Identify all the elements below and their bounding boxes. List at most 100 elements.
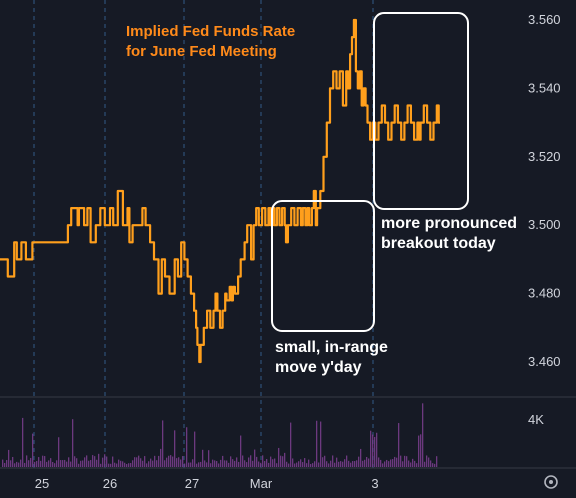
volume-bar	[12, 456, 14, 467]
volume-bar	[360, 448, 362, 467]
volume-bar	[290, 422, 292, 467]
annotation-today: more pronounced breakout today	[381, 215, 518, 252]
volume-bar	[118, 459, 120, 467]
volume-bar	[386, 459, 388, 467]
volume-bar	[196, 463, 198, 467]
volume-bar	[388, 461, 390, 467]
volume-bar	[56, 460, 58, 467]
volume-bar	[36, 461, 38, 467]
volume-bar	[76, 458, 78, 467]
volume-bar	[122, 461, 124, 467]
volume-bar	[130, 463, 132, 467]
volume-bar	[50, 458, 52, 467]
volume-bar	[172, 456, 174, 467]
volume-bar	[270, 456, 272, 467]
volume-bar	[420, 434, 422, 467]
volume-bar	[96, 459, 98, 467]
volume-bar	[152, 460, 154, 467]
volume-bar	[284, 452, 286, 467]
volume-bar	[110, 463, 112, 467]
volume-bar	[408, 460, 410, 467]
volume-bar	[142, 460, 144, 467]
volume-bar	[322, 457, 324, 467]
volume-bar	[100, 463, 102, 467]
volume-bar	[412, 458, 414, 467]
volume-bar	[162, 420, 164, 467]
y-tick-label: 3.460	[528, 354, 561, 369]
volume-bar	[394, 456, 396, 467]
volume-bar	[208, 450, 210, 467]
volume-bar	[238, 461, 240, 467]
volume-bar	[318, 462, 320, 467]
volume-bar	[84, 457, 86, 467]
volume-bar	[326, 461, 328, 467]
y-tick-label: 3.540	[528, 80, 561, 95]
volume-bar	[426, 455, 428, 467]
volume-bar	[176, 458, 178, 467]
volume-bar	[124, 462, 126, 467]
volume-bar	[348, 460, 350, 467]
x-tick-label: 27	[185, 476, 199, 491]
volume-bar	[62, 460, 64, 467]
volume-bar	[202, 449, 204, 467]
volume-bar	[344, 459, 346, 467]
volume-bar	[410, 462, 412, 467]
volume-bar	[280, 455, 282, 467]
volume-bar	[116, 463, 118, 467]
volume-bar	[350, 462, 352, 467]
gear-icon[interactable]	[544, 475, 558, 489]
volume-bar	[406, 456, 408, 467]
y-tick-label: 3.560	[528, 12, 561, 27]
volume-bar	[68, 457, 70, 467]
volume-bar	[22, 417, 24, 467]
volume-bar	[114, 462, 116, 467]
volume-bar	[190, 462, 192, 467]
volume-bar	[26, 455, 28, 467]
volume-bar	[436, 456, 438, 467]
volume-bar	[20, 459, 22, 467]
volume-bar	[260, 462, 262, 467]
volume-bar	[2, 459, 4, 467]
volume-bar	[146, 463, 148, 467]
volume-bar	[78, 463, 80, 467]
volume-bar	[390, 459, 392, 467]
volume-bar	[210, 463, 212, 467]
volume-bar	[136, 457, 138, 467]
volume-bar	[140, 458, 142, 467]
volume-bar	[164, 460, 166, 467]
volume-bar	[170, 455, 172, 467]
volume-bar	[80, 460, 82, 467]
volume-bar	[102, 457, 104, 467]
volume-bar	[320, 421, 322, 467]
volume-bar	[226, 460, 228, 467]
volume-bar	[216, 461, 218, 467]
volume-bar	[268, 462, 270, 467]
x-tick-label: 3	[371, 476, 378, 491]
settings-button[interactable]	[544, 475, 558, 489]
volume-bar	[44, 456, 46, 467]
volume-bar	[258, 461, 260, 467]
volume-bar	[346, 455, 348, 467]
volume-bar	[92, 455, 94, 467]
volume-bar	[332, 455, 334, 467]
volume-bar	[272, 459, 274, 467]
volume-bar	[10, 460, 12, 467]
volume-bar	[288, 463, 290, 467]
volume-bar	[222, 455, 224, 467]
volume-bar	[232, 459, 234, 467]
volume-bar	[376, 432, 378, 467]
x-tick-label: Mar	[250, 476, 273, 491]
volume-bar	[70, 461, 72, 467]
volume-bar	[206, 462, 208, 467]
volume-bar	[234, 460, 236, 467]
volume-bar	[276, 463, 278, 467]
volume-bar	[150, 458, 152, 467]
annotation-box-yesterday	[271, 200, 375, 332]
volume-bar	[354, 461, 356, 467]
series-line	[0, 18, 440, 364]
volume-bar	[362, 460, 364, 467]
volume-bar	[424, 461, 426, 467]
volume-bar	[266, 458, 268, 467]
volume-bar	[64, 459, 66, 467]
chart-title: Implied Fed Funds Rate for June Fed Meet…	[126, 23, 296, 60]
